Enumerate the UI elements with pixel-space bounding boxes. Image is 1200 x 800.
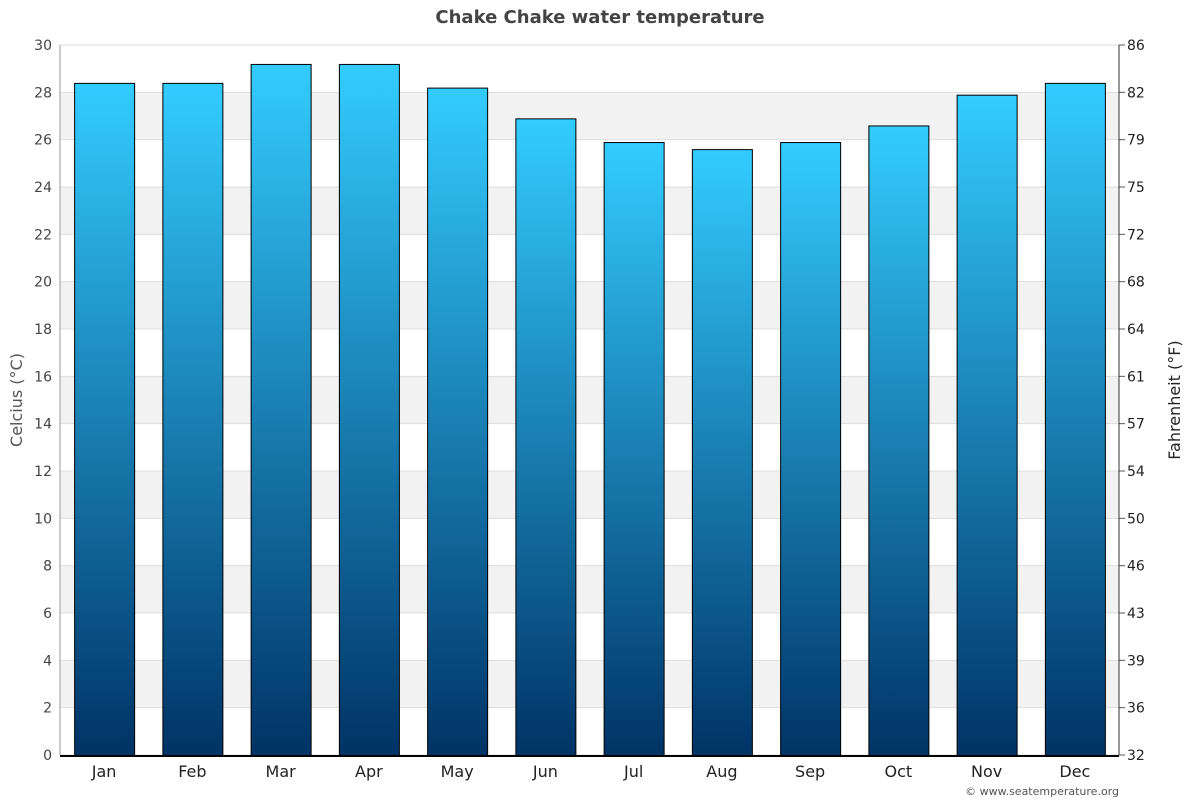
bar-aug xyxy=(691,149,753,756)
y-tick-label: 12 xyxy=(34,464,52,480)
grid-band xyxy=(60,187,1119,235)
x-tick-label: Sep xyxy=(795,762,825,781)
y-right-tick-label: 72 xyxy=(1127,227,1145,243)
y-right-tick-label: 39 xyxy=(1127,653,1145,669)
grid-band xyxy=(60,376,1119,424)
y-tick-label: 28 xyxy=(34,85,52,101)
y-axis-right-label: Fahrenheit (°F) xyxy=(1165,340,1184,459)
x-tick-label: Jan xyxy=(91,762,117,781)
y-tick-label: 4 xyxy=(43,653,52,669)
y-right-tick-label: 68 xyxy=(1127,275,1145,291)
x-tick-label: Nov xyxy=(971,762,1002,781)
bar-apr xyxy=(338,63,400,756)
y-right-tick-label: 36 xyxy=(1127,701,1145,717)
bar-dec xyxy=(1044,82,1106,757)
y-right-tick-label: 75 xyxy=(1127,180,1145,196)
x-tick-label: Oct xyxy=(885,762,913,781)
y-right-tick-label: 32 xyxy=(1127,748,1145,764)
bar-sep xyxy=(780,142,842,757)
y-right-tick-label: 54 xyxy=(1127,464,1145,480)
y-right-tick-label: 86 xyxy=(1127,38,1145,54)
bar-jul xyxy=(603,142,665,757)
bar-nov xyxy=(956,94,1018,756)
bar-jun xyxy=(515,118,577,757)
x-tick-label: Feb xyxy=(178,762,206,781)
x-tick-label: Jul xyxy=(623,762,643,781)
x-tick-label: Dec xyxy=(1059,762,1090,781)
y-axis-label: Celcius (°C) xyxy=(7,353,26,447)
y-right-tick-label: 50 xyxy=(1127,511,1145,527)
x-tick-label: Apr xyxy=(355,762,383,781)
y-right-tick-label: 79 xyxy=(1127,133,1145,149)
credit: © www.seatemperature.org xyxy=(965,785,1119,798)
bar-oct xyxy=(868,125,930,756)
y-tick-label: 0 xyxy=(43,748,52,764)
x-tick-label: May xyxy=(441,762,474,781)
grid-band xyxy=(60,660,1119,708)
y-tick-label: 30 xyxy=(34,38,52,54)
y-tick-label: 22 xyxy=(34,227,52,243)
y-right-tick-label: 61 xyxy=(1127,369,1145,385)
y-tick-label: 8 xyxy=(43,559,52,575)
y-tick-label: 14 xyxy=(34,417,52,433)
x-tick-label: Jun xyxy=(532,762,558,781)
bar-feb xyxy=(162,82,224,757)
y-tick-label: 18 xyxy=(34,322,52,338)
grid-band xyxy=(60,565,1119,613)
chart-title: Chake Chake water temperature xyxy=(435,7,765,28)
grid-band xyxy=(60,471,1119,519)
bar-mar xyxy=(250,63,312,756)
bar-may xyxy=(427,87,489,757)
y-right-tick-label: 64 xyxy=(1127,322,1145,338)
y-tick-label: 26 xyxy=(34,133,52,149)
grid-band xyxy=(60,92,1119,140)
y-right-tick-label: 46 xyxy=(1127,559,1145,575)
y-right-tick-label: 57 xyxy=(1127,417,1145,433)
y-tick-label: 20 xyxy=(34,275,52,291)
y-right-tick-label: 82 xyxy=(1127,85,1145,101)
y-tick-label: 24 xyxy=(34,180,52,196)
bar-jan xyxy=(74,82,136,757)
y-tick-label: 6 xyxy=(43,606,52,622)
grid-band xyxy=(60,281,1119,329)
x-tick-label: Aug xyxy=(706,762,737,781)
y-tick-label: 16 xyxy=(34,369,52,385)
y-tick-label: 2 xyxy=(43,701,52,717)
y-tick-label: 10 xyxy=(34,511,52,527)
x-tick-label: Mar xyxy=(266,762,297,781)
y-right-tick-label: 43 xyxy=(1127,606,1145,622)
